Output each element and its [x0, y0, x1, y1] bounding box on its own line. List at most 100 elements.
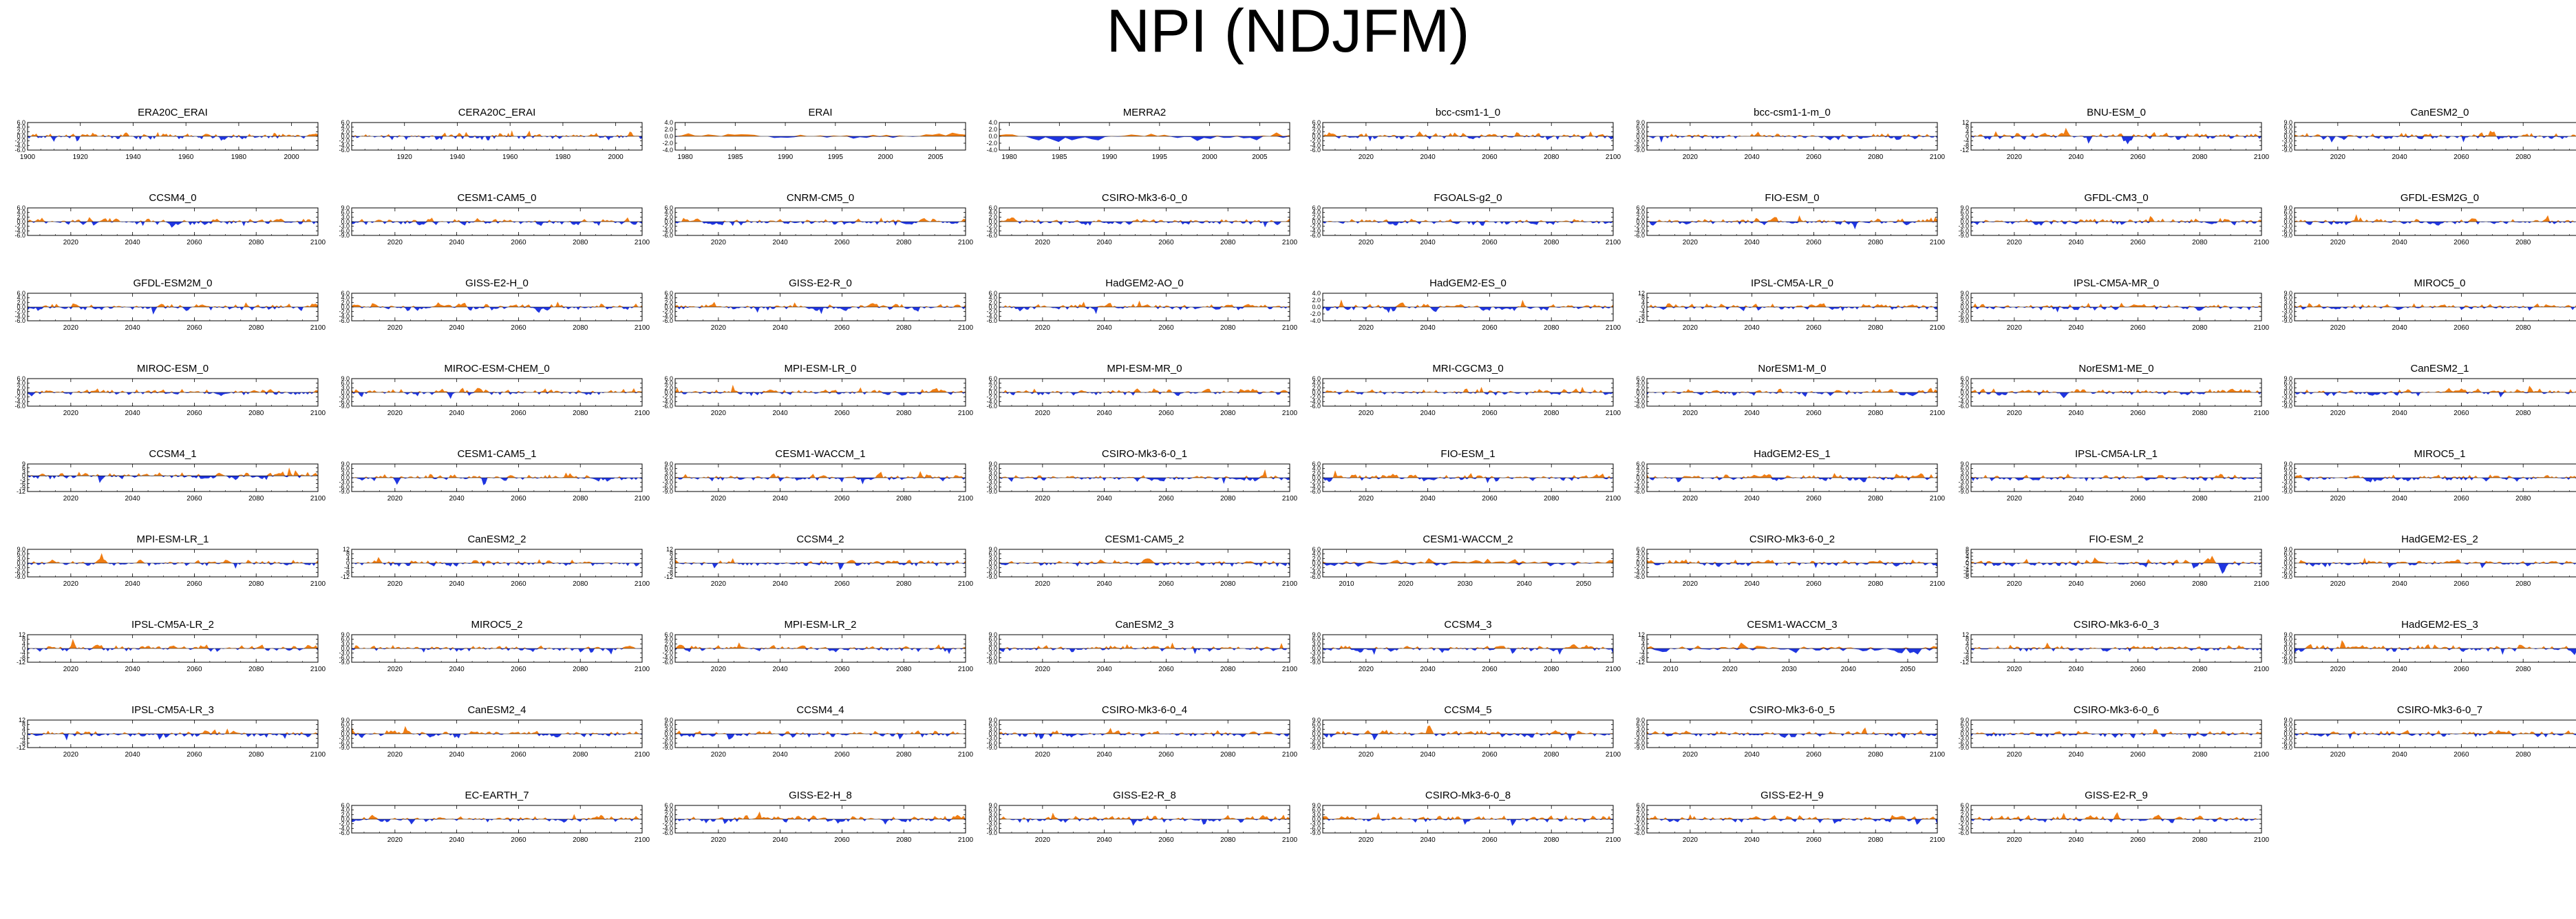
y-tick-label: -2.0: [986, 140, 997, 147]
y-tick-label: -12: [341, 573, 350, 580]
x-tick-label: 2080: [1868, 836, 1884, 844]
y-tick-label: 12: [1638, 290, 1645, 297]
x-tick-label: 2040: [1096, 324, 1112, 332]
y-tick-label: 2.0: [665, 299, 674, 306]
y-tick-label: 6.0: [665, 721, 674, 728]
x-tick-label: 1900: [20, 154, 36, 161]
x-tick-label: 2020: [711, 410, 727, 417]
chart-panel: CESM1-CAM5_0 9.06.03.00.0-3.0-6.0-9.0 2020…: [339, 192, 650, 246]
y-tick-label: 9.0: [1636, 119, 1645, 126]
y-tick-label: -9.0: [1310, 830, 1321, 836]
y-tick-label: -3.0: [2282, 479, 2293, 486]
positive-anomaly-area: [675, 132, 966, 136]
y-tick-label: 4.0: [1312, 380, 1321, 387]
y-tick-label: -12: [1636, 317, 1645, 324]
y-tick-label: 6.0: [1312, 721, 1321, 728]
panel-title: IPSL-CM5A-LR_0: [1751, 277, 1833, 289]
y-tick-label: -2.0: [663, 140, 674, 147]
x-tick-label: 2100: [1930, 154, 1946, 161]
x-tick-label: 2050: [1576, 580, 1592, 588]
x-tick-label: 2060: [511, 239, 526, 246]
panel-title: CanESM2_4: [467, 704, 526, 716]
y-tick-label: -2.0: [1634, 223, 1645, 230]
y-tick-label: -4.0: [663, 313, 674, 319]
y-tick-label: 9.0: [2284, 290, 2293, 297]
x-tick-label: 2020: [2006, 239, 2022, 246]
y-tick-label: -4: [20, 735, 25, 742]
positive-anomaly-area: [1970, 127, 2261, 136]
y-tick-label: -9.0: [1634, 744, 1645, 751]
panel-title: CSIRO-Mk3-6-0_2: [1749, 534, 1835, 545]
y-tick-label: -6.0: [1958, 227, 1969, 234]
x-tick-label: 2060: [2130, 580, 2146, 588]
y-tick-label: 6.0: [17, 119, 25, 126]
negative-anomaly-area: [999, 819, 1290, 826]
y-tick-label: 3.0: [988, 640, 997, 647]
negative-anomaly-area: [999, 392, 1290, 397]
y-tick-label: 4.0: [665, 119, 674, 126]
panel-title: CSIRO-Mk3-6-0_3: [2073, 619, 2158, 631]
negative-anomaly-area: [675, 734, 966, 740]
x-tick-label: 2000: [878, 154, 894, 161]
y-tick-label: 9.0: [341, 461, 350, 467]
x-tick-label: 2080: [1868, 495, 1884, 503]
y-tick-label: 0.0: [988, 474, 997, 481]
y-tick-label: -2.0: [1958, 394, 1969, 401]
y-tick-label: 9.0: [1636, 717, 1645, 723]
x-tick-label: 2040: [125, 495, 141, 503]
x-tick-label: 2100: [1606, 154, 1621, 161]
positive-anomaly-area: [1323, 470, 1614, 478]
y-tick-label: 6.0: [2284, 636, 2293, 643]
y-tick-label: 2.0: [17, 128, 25, 135]
positive-anomaly-area: [2295, 385, 2576, 392]
x-tick-label: 2060: [2130, 751, 2146, 759]
positive-anomaly-area: [2295, 130, 2576, 136]
y-tick-label: -4: [668, 564, 673, 571]
x-tick-label: 2080: [1544, 751, 1560, 759]
negative-anomaly-area: [999, 307, 1290, 315]
y-tick-label: 4.0: [17, 124, 25, 131]
y-tick-label: -4: [1963, 567, 1969, 573]
y-tick-label: 0.0: [2284, 133, 2293, 140]
x-tick-label: 2100: [1606, 836, 1621, 844]
y-tick-label: 6.0: [1312, 461, 1321, 467]
x-tick-label: 2080: [896, 410, 912, 417]
y-tick-label: 0.0: [988, 389, 997, 396]
y-tick-label: 6.0: [1312, 119, 1321, 126]
y-tick-label: 6.0: [341, 290, 350, 297]
y-tick-label: 4.0: [1312, 124, 1321, 131]
x-tick-label: 2080: [1220, 410, 1236, 417]
y-tick-label: -6.0: [14, 317, 25, 324]
positive-anomaly-area: [999, 728, 1290, 734]
x-tick-label: 2040: [773, 580, 789, 588]
negative-anomaly-area: [1970, 819, 2261, 823]
y-tick-label: -6.0: [339, 147, 350, 154]
negative-anomaly-area: [1970, 307, 2261, 313]
y-tick-label: 9.0: [341, 375, 350, 382]
x-tick-label: 2040: [125, 580, 141, 588]
y-tick-label: 3.0: [2284, 384, 2293, 391]
chart-panel: CanESM2_1 9.06.03.00.0-3.0-6.0-9.0 2020 204…: [2282, 363, 2576, 417]
x-tick-label: 2020: [2330, 751, 2346, 759]
negative-anomaly-area: [2295, 392, 2576, 398]
x-tick-label: 2080: [1544, 836, 1560, 844]
x-tick-label: 2080: [573, 751, 588, 759]
x-tick-label: 2040: [449, 836, 465, 844]
x-tick-label: 2060: [1806, 836, 1822, 844]
panel-title: CSIRO-Mk3-6-0_8: [1425, 790, 1511, 801]
y-tick-label: -2.0: [1634, 394, 1645, 401]
negative-anomaly-area: [28, 222, 318, 228]
y-tick-label: 3.0: [1312, 811, 1321, 818]
x-tick-label: 2060: [834, 324, 850, 332]
y-tick-label: -9.0: [339, 744, 350, 751]
x-tick-label: 1940: [125, 154, 141, 161]
y-tick-label: 0.0: [341, 304, 350, 310]
positive-anomaly-area: [2295, 730, 2576, 734]
y-tick-label: -2.0: [339, 308, 350, 315]
x-tick-label: 2080: [1544, 154, 1560, 161]
y-tick-label: 2.0: [17, 299, 25, 306]
positive-anomaly-area: [28, 131, 318, 136]
x-tick-label: 2100: [634, 580, 650, 588]
x-tick-label: 2060: [511, 410, 526, 417]
positive-anomaly-area: [351, 726, 642, 734]
